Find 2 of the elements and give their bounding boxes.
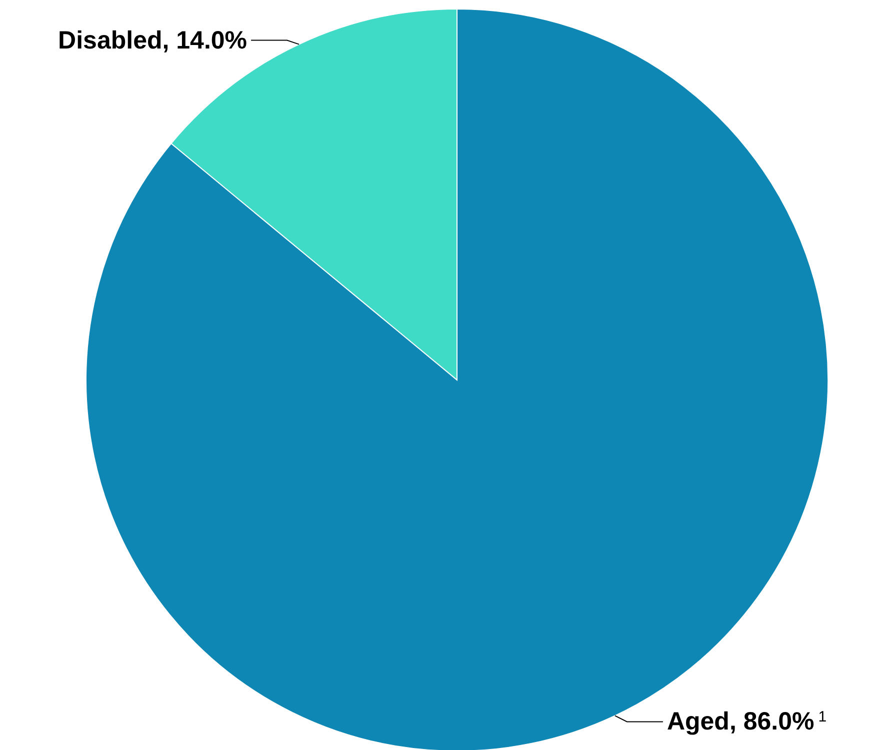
slice-label: Aged, 86.0%$^{1}$	[666, 708, 827, 736]
slice-label: Disabled, 14.0%	[58, 26, 248, 54]
